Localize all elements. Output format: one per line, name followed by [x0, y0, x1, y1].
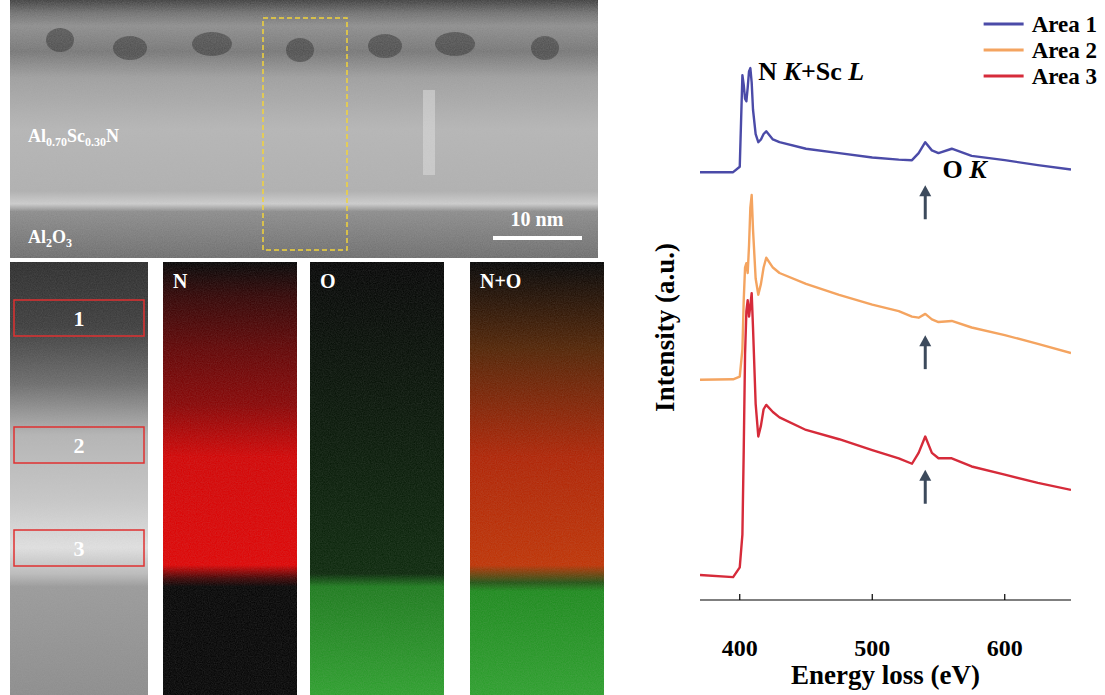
map-image [470, 262, 604, 695]
map-panels: 1 2 3 N O N+O [10, 262, 604, 695]
annotation-part: K [968, 155, 988, 184]
annotation-part: O [942, 155, 969, 184]
arrow [919, 185, 931, 219]
scale-bar-label: 10 nm [511, 208, 564, 230]
tem-background [10, 0, 598, 258]
scale-bar [493, 236, 582, 240]
annotation: O K [942, 155, 988, 184]
x-tick [739, 594, 740, 600]
map-image [310, 262, 444, 695]
map-title: N [173, 270, 188, 292]
area-number: 1 [74, 306, 85, 331]
tem-image: Al0.70Sc0.30NAl2O310 nm [10, 0, 598, 258]
legend-label: Area 2 [1032, 38, 1097, 63]
legend-label: Area 3 [1032, 64, 1097, 89]
map-title: O [320, 270, 336, 292]
arrow-head [919, 185, 931, 196]
arrow-shaft [924, 193, 927, 219]
text-part: N [106, 126, 119, 146]
area-number: 3 [74, 536, 85, 561]
x-tick-label: 600 [987, 635, 1023, 661]
annotation-part: L [847, 57, 864, 86]
arrow-head [919, 470, 931, 481]
y-axis-title: Intensity (a.u.) [650, 243, 680, 412]
text-part: Al [28, 227, 46, 247]
map-grain [163, 262, 297, 695]
map-image [163, 262, 297, 695]
map-grain [470, 262, 604, 695]
text-part: 3 [66, 236, 72, 250]
legend-swatch [984, 23, 1024, 26]
text-part: 0.70 [46, 135, 67, 149]
x-axis-title: Energy loss (eV) [791, 660, 980, 690]
x-tick-label: 400 [722, 635, 758, 661]
arrow-shaft [924, 478, 927, 504]
x-tick [1004, 594, 1005, 600]
x-tick-label: 500 [854, 635, 890, 661]
map-title: N+O [480, 270, 521, 292]
legend: Area 1Area 2Area 3 [984, 12, 1097, 89]
arrow [919, 470, 931, 504]
text-part: O [52, 227, 66, 247]
arrow-head [919, 335, 931, 346]
arrow-shaft [924, 343, 927, 369]
area-box [14, 300, 144, 336]
spectrum-line [700, 293, 1071, 577]
area-number: 2 [74, 433, 85, 458]
legend-label: Area 1 [1032, 12, 1097, 37]
spectrum-line [700, 195, 1071, 380]
annotation-part: N [758, 57, 783, 86]
tem-grain [10, 0, 598, 258]
arrow [919, 335, 931, 369]
annotation-part: +Sc [801, 57, 848, 86]
selection-box [263, 18, 347, 250]
map-grain [310, 262, 444, 695]
spectrum-line [700, 68, 1071, 172]
figure: Al0.70Sc0.30NAl2O310 nm123NON+O400500600… [0, 0, 1105, 695]
x-tick [872, 594, 873, 600]
layer-label: Al0.70Sc0.30N [28, 126, 119, 149]
spectra-chart: 400 500 600 Energy loss (eV) Intensity (a.u.… [650, 12, 1097, 690]
annotation-part: K [783, 57, 803, 86]
text-part: Sc [67, 126, 85, 146]
x-axis [700, 599, 1071, 600]
area-box [14, 530, 144, 566]
text-part: Al [28, 126, 46, 146]
plot-area [700, 68, 1071, 577]
area-box [14, 427, 144, 463]
legend-swatch [984, 75, 1024, 78]
annotation: N K+Sc L [758, 57, 864, 86]
map-grain [10, 262, 148, 695]
legend-swatch [984, 49, 1024, 52]
layer-label: Al2O3 [28, 227, 72, 250]
text-part: 0.30 [85, 135, 106, 149]
map-image [10, 262, 148, 695]
